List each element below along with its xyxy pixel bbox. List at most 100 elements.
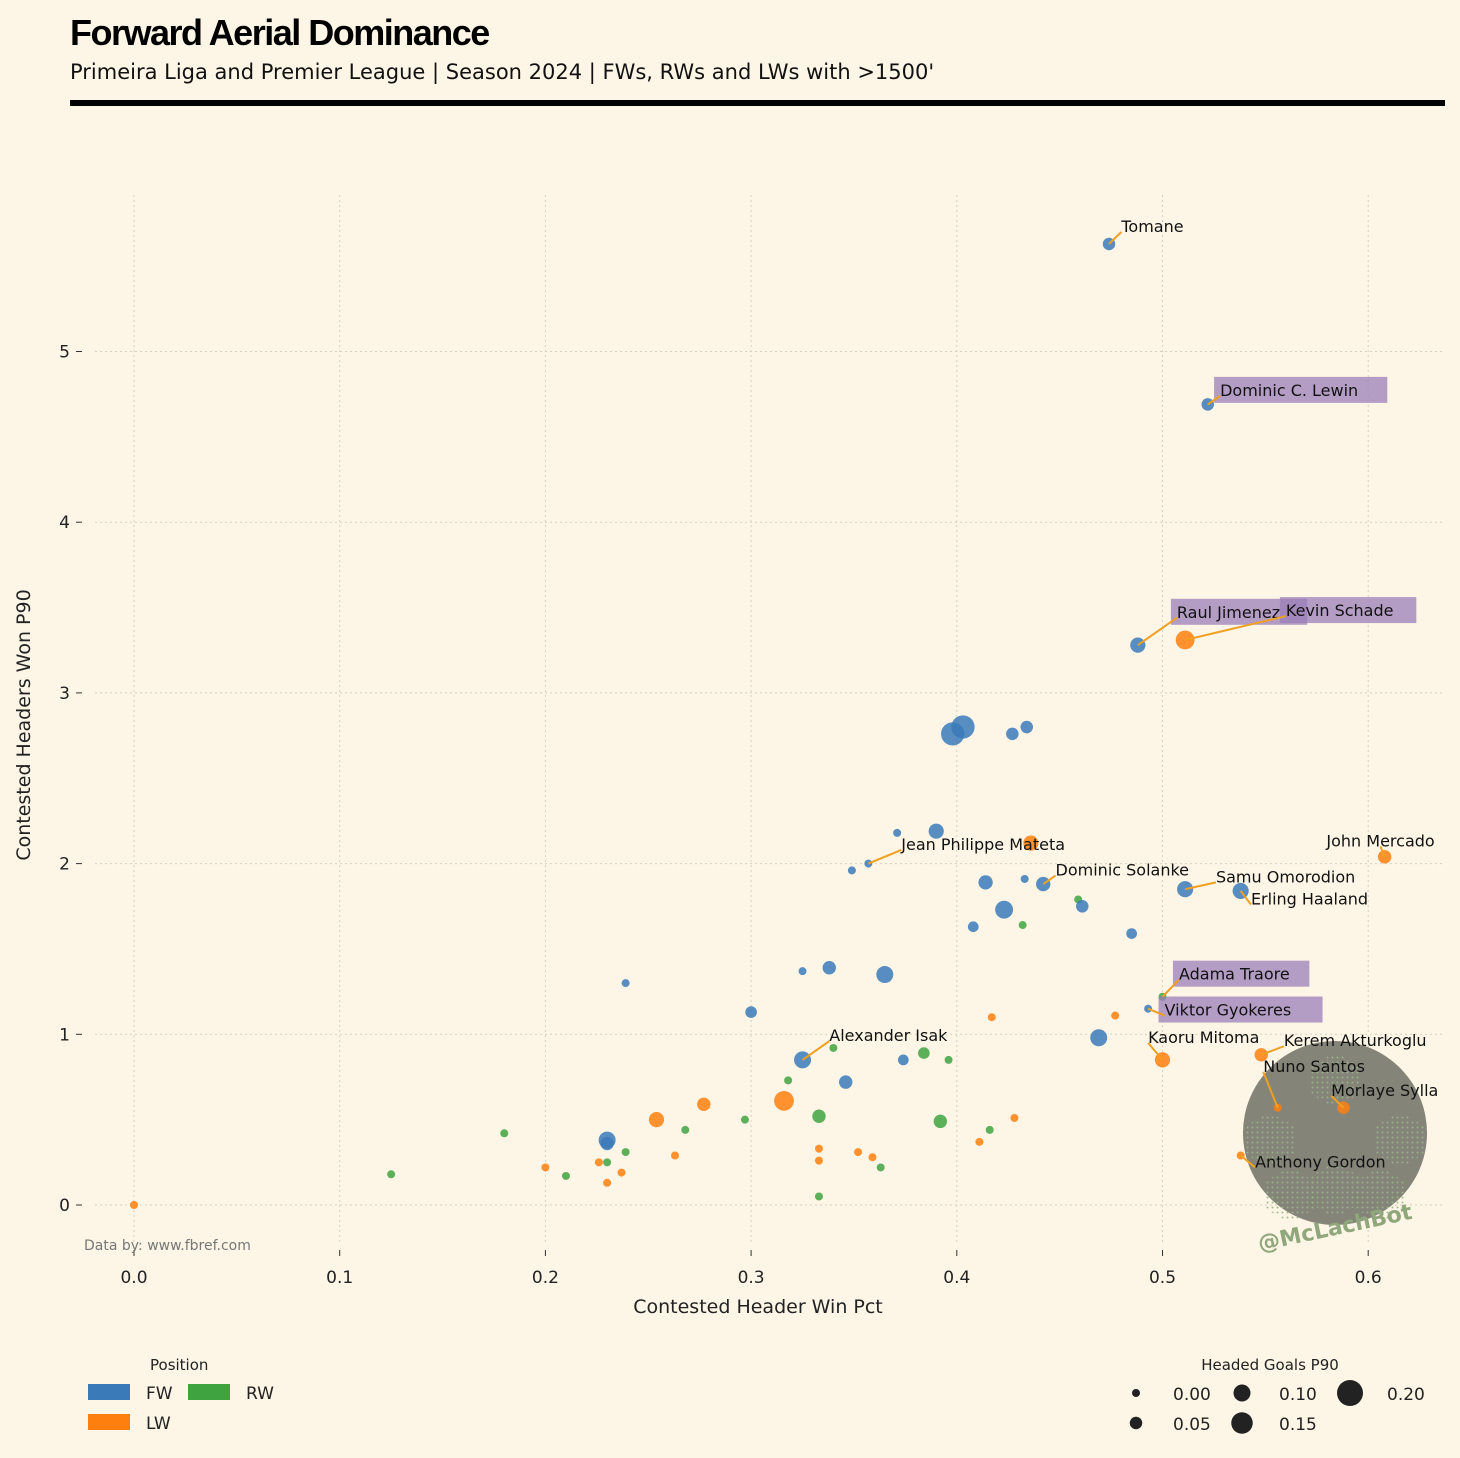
legend-label: FW: [146, 1384, 173, 1404]
label-highlight: [1279, 597, 1417, 624]
annotation-label: Adama Traore: [1179, 965, 1290, 984]
legend-title: Position: [150, 1356, 208, 1374]
scatter-point: [784, 1076, 793, 1085]
ball-panel: [1245, 1112, 1295, 1168]
legend-label: 0.10: [1279, 1385, 1317, 1405]
legend-swatch: [88, 1414, 130, 1430]
chart-subtitle: Primeira Liga and Premier League | Seaso…: [70, 60, 935, 84]
annotation-connector: [1262, 1071, 1279, 1109]
annotation-connector: [867, 849, 902, 865]
scatter-point: [621, 1148, 630, 1157]
annotation-label: Dominic C. Lewin: [1220, 381, 1358, 400]
annotation-label: Samu Omorodion: [1216, 867, 1355, 886]
scatter-point: [893, 828, 902, 837]
annotation-connector: [1240, 1154, 1256, 1169]
annotation-label: Alexander Isak: [829, 1026, 948, 1045]
scatter-point: [814, 1192, 823, 1201]
scatter-point: [500, 1129, 509, 1138]
scatter-point: [1090, 1029, 1108, 1047]
scatter-point: [648, 1112, 665, 1128]
scatter-point: [987, 1013, 996, 1022]
scatter-point: [1111, 1011, 1120, 1020]
annotation-label: Nuno Santos: [1263, 1057, 1365, 1076]
annotation-label: Anthony Gordon: [1255, 1152, 1386, 1171]
scatter-point: [814, 1156, 823, 1165]
scatter-point: [387, 1170, 396, 1179]
y-tick-label: 4: [59, 513, 70, 533]
annotation-connector: [1137, 616, 1178, 646]
annotation-connector: [1184, 881, 1217, 891]
scatter-point: [933, 1114, 948, 1129]
scatter-point: [594, 1158, 603, 1167]
annotation-label: John Mercado: [1325, 832, 1434, 851]
scatter-point: [740, 1115, 749, 1124]
scatter-point: [1020, 720, 1033, 734]
x-tick-label: 0.5: [1149, 1268, 1176, 1288]
y-tick-label: 2: [59, 855, 70, 875]
scatter-point: [814, 1144, 823, 1153]
annotation-connector: [1184, 615, 1287, 641]
scatter-point: [967, 921, 979, 933]
scatter-point: [1126, 928, 1137, 939]
scatter-point: [1018, 921, 1027, 930]
scatter-point: [1010, 1113, 1019, 1122]
legend-size-marker: [1337, 1380, 1363, 1406]
data-points: [130, 237, 1392, 1209]
annotation-connector: [1330, 1095, 1345, 1109]
annotation-connector: [1147, 1007, 1165, 1017]
scatter-point: [928, 823, 944, 839]
data-credit: Data by: www.fbref.com: [84, 1238, 251, 1254]
legend-label: 0.15: [1279, 1415, 1317, 1435]
legend-swatch: [88, 1384, 130, 1400]
scatter-point: [561, 1171, 570, 1180]
scatter-point: [897, 1054, 909, 1066]
annotation-connector: [1147, 1042, 1164, 1061]
legend-swatch: [188, 1384, 230, 1400]
annotation-label: Viktor Gyokeres: [1165, 1001, 1292, 1020]
annotation-label: Dominic Solanke: [1056, 861, 1189, 880]
annotation-label: Tomane: [1120, 217, 1183, 236]
scatter-point: [697, 1097, 711, 1111]
legend-label: 0.05: [1173, 1415, 1211, 1435]
scatter-point: [681, 1125, 690, 1134]
annotation-connector: [1042, 874, 1057, 885]
y-tick-label: 3: [59, 684, 70, 704]
legend-label: LW: [146, 1414, 171, 1434]
legend-label: RW: [246, 1384, 274, 1404]
scatter-point: [868, 1153, 877, 1162]
grid-lines: [95, 195, 1445, 1245]
scatter-point: [617, 1168, 626, 1177]
scatter-point: [951, 715, 975, 739]
scatter-point: [774, 1091, 794, 1111]
x-axis-label: Contested Header Win Pct: [633, 1296, 883, 1318]
legend-label: 0.20: [1387, 1385, 1425, 1405]
legend-size-marker: [1233, 1384, 1251, 1402]
scatter-point: [603, 1178, 612, 1187]
chart-title: Forward Aerial Dominance: [70, 12, 490, 53]
scatter-point: [918, 1047, 930, 1059]
ball-panel: [1375, 1112, 1425, 1168]
legend-title: Headed Goals P90: [1201, 1356, 1339, 1374]
y-axis-label: Contested Headers Won P90: [13, 589, 35, 860]
scatter-point: [603, 1158, 612, 1167]
annotation-connector: [1161, 978, 1180, 998]
annotation-connector: [1239, 890, 1252, 906]
label-highlight: [1214, 376, 1388, 403]
scatter-point: [1023, 835, 1039, 851]
annotation-label: Erling Haaland: [1251, 890, 1368, 909]
legend-size-marker: [1231, 1412, 1253, 1434]
position-legend: Position FW RW LW: [88, 1356, 274, 1434]
scatter-point: [847, 866, 856, 875]
legend-size-marker: [1132, 1389, 1140, 1397]
ball-panel: [1310, 1162, 1360, 1218]
annotation-label: Jean Philippe Mateta: [900, 835, 1065, 854]
scatter-point: [798, 967, 807, 976]
scatter-point: [745, 1006, 757, 1018]
size-legend: Headed Goals P90 0.00 0.10 0.20 0.05 0.15: [1129, 1356, 1425, 1435]
ball-panel: [1355, 1167, 1405, 1223]
x-tick-label: 0.3: [738, 1268, 765, 1288]
x-tick-label: 0.0: [120, 1268, 147, 1288]
y-tick-label: 0: [59, 1196, 70, 1216]
scatter-point: [822, 961, 836, 975]
annotation-label: Morlaye Sylla: [1331, 1081, 1438, 1100]
